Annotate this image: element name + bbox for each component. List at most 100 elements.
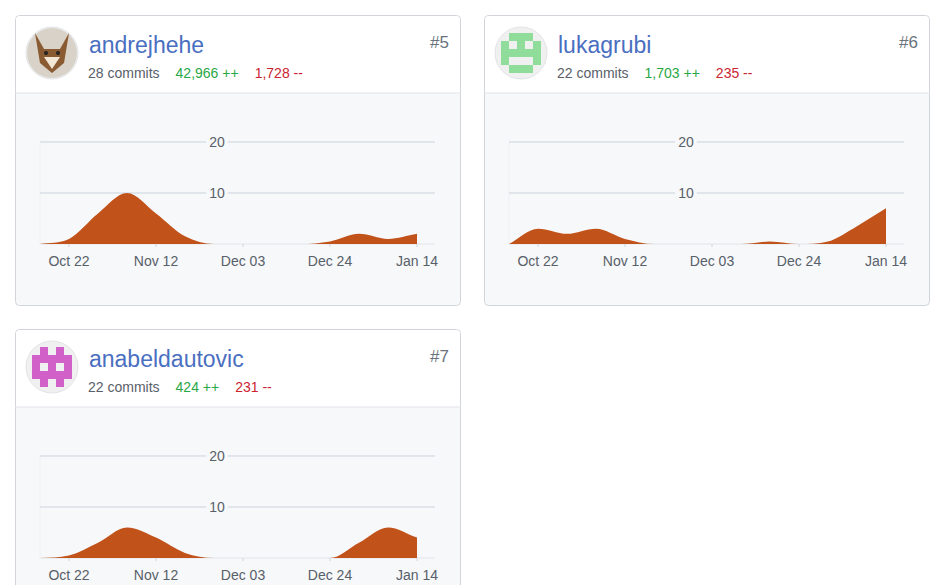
y-tick-label: 20 — [209, 448, 225, 464]
y-tick-label: 10 — [209, 499, 225, 515]
rank: #6 — [899, 33, 918, 52]
avatar-pixel — [517, 41, 525, 49]
commit-count: 28 commits — [88, 65, 160, 81]
additions: 42,966 ++ — [176, 65, 239, 81]
avatar-pixel — [533, 49, 541, 57]
card-header — [16, 16, 460, 93]
x-tick — [156, 244, 157, 247]
grid-line — [509, 193, 904, 194]
avatar-pixel — [56, 371, 64, 379]
x-tick — [330, 558, 331, 561]
deletions: 231 -- — [235, 379, 272, 395]
avatar-pixel — [32, 371, 40, 379]
x-tick-label: Dec 24 — [777, 253, 822, 269]
x-tick — [156, 558, 157, 561]
chart: 1020Oct 22Nov 12Dec 03Dec 24Jan 14 — [40, 448, 438, 583]
chart: 1020Oct 22Nov 12Dec 03Dec 24Jan 14 — [509, 134, 907, 269]
header-divider — [15, 93, 461, 94]
commit-area — [40, 527, 417, 558]
avatar-pixel — [517, 65, 525, 73]
y-tick-label: 10 — [209, 185, 225, 201]
avatar-cat-eye — [56, 51, 60, 55]
x-tick-label: Nov 12 — [134, 253, 179, 269]
grid-line — [40, 142, 435, 143]
y-tick-label-bg — [206, 499, 228, 515]
x-tick — [330, 244, 331, 247]
x-tick — [69, 558, 70, 561]
avatar-pixel — [56, 347, 64, 355]
avatar-pixel — [48, 355, 56, 363]
grid-line — [40, 456, 435, 457]
plot-area — [40, 527, 417, 558]
username[interactable]: lukagrubi — [558, 32, 651, 58]
deletions: 1,728 -- — [255, 65, 304, 81]
avatar-photo — [27, 28, 77, 78]
avatar-pixel — [48, 363, 56, 371]
avatar-pixel — [64, 371, 72, 379]
card-header — [485, 16, 929, 93]
avatar-pixel — [56, 379, 64, 387]
x-tick-label: Dec 03 — [690, 253, 735, 269]
avatar-cat-eye — [44, 51, 48, 55]
avatar-pixel — [56, 355, 64, 363]
y-tick-label: 10 — [678, 185, 694, 201]
x-tick — [417, 244, 418, 247]
x-tick-label: Jan 14 — [865, 253, 907, 269]
commit-area — [509, 208, 886, 244]
avatar-pixel — [525, 65, 533, 73]
avatar-pixel — [501, 41, 509, 49]
contributor-card: lukagrubi22 commits1,703 ++235 --#61020O… — [484, 16, 930, 306]
x-tick-label: Jan 14 — [396, 567, 438, 583]
avatar-frame — [26, 341, 78, 393]
y-tick-label: 20 — [678, 134, 694, 150]
avatar-pixel — [517, 49, 525, 57]
username[interactable]: anabeldautovic — [89, 346, 244, 372]
x-tick — [625, 244, 626, 247]
username[interactable]: andrejhehe — [89, 32, 204, 58]
contributor-card: andrejhehe28 commits42,966 ++1,728 --#51… — [15, 16, 461, 306]
avatar-pixel — [509, 33, 517, 41]
x-tick-label: Dec 03 — [221, 567, 266, 583]
x-tick — [799, 244, 800, 247]
plot-area — [509, 208, 886, 244]
card-frame — [16, 330, 461, 585]
plot-area — [40, 193, 417, 244]
avatar-frame — [495, 27, 547, 79]
x-tick — [886, 244, 887, 247]
commit-count: 22 commits — [88, 379, 160, 395]
x-tick — [243, 558, 244, 561]
x-tick-label: Dec 24 — [308, 253, 353, 269]
commit-area — [40, 193, 417, 244]
x-tick-label: Oct 22 — [48, 253, 89, 269]
page: andrejhehe28 commits42,966 ++1,728 --#51… — [0, 0, 931, 585]
avatar-pixel — [501, 57, 509, 65]
additions: 1,703 ++ — [645, 65, 700, 81]
card-header — [16, 330, 460, 407]
y-tick-label: 20 — [209, 134, 225, 150]
avatar-cat-muzzle — [44, 57, 60, 69]
avatar-pixel — [509, 65, 517, 73]
additions: 424 ++ — [176, 379, 220, 395]
x-tick — [417, 558, 418, 561]
y-tick-label-bg — [206, 448, 228, 464]
avatar-pixel — [40, 355, 48, 363]
x-tick-label: Oct 22 — [48, 567, 89, 583]
avatar-pixel — [40, 347, 48, 355]
card-frame — [485, 16, 930, 306]
contributor-card: anabeldautovic 22 commits 424 ++ 231 -- #7 10… — [15, 330, 461, 585]
x-tick-label: Jan 14 — [396, 253, 438, 269]
avatar-pixel — [32, 363, 40, 371]
x-tick-label: Dec 24 — [308, 567, 353, 583]
y-tick-label-bg — [206, 185, 228, 201]
grid-line — [40, 193, 435, 194]
x-tick — [712, 244, 713, 247]
x-tick — [538, 244, 539, 247]
deletions: 235 -- — [716, 65, 753, 81]
avatar-pixel — [40, 371, 48, 379]
avatar-pixel — [533, 57, 541, 65]
x-tick-label: Dec 03 — [221, 253, 266, 269]
commit-count: 22 commits — [557, 65, 629, 81]
avatar-pixel — [501, 49, 509, 57]
rank: #7 — [430, 347, 449, 366]
avatar-pixel — [32, 355, 40, 363]
